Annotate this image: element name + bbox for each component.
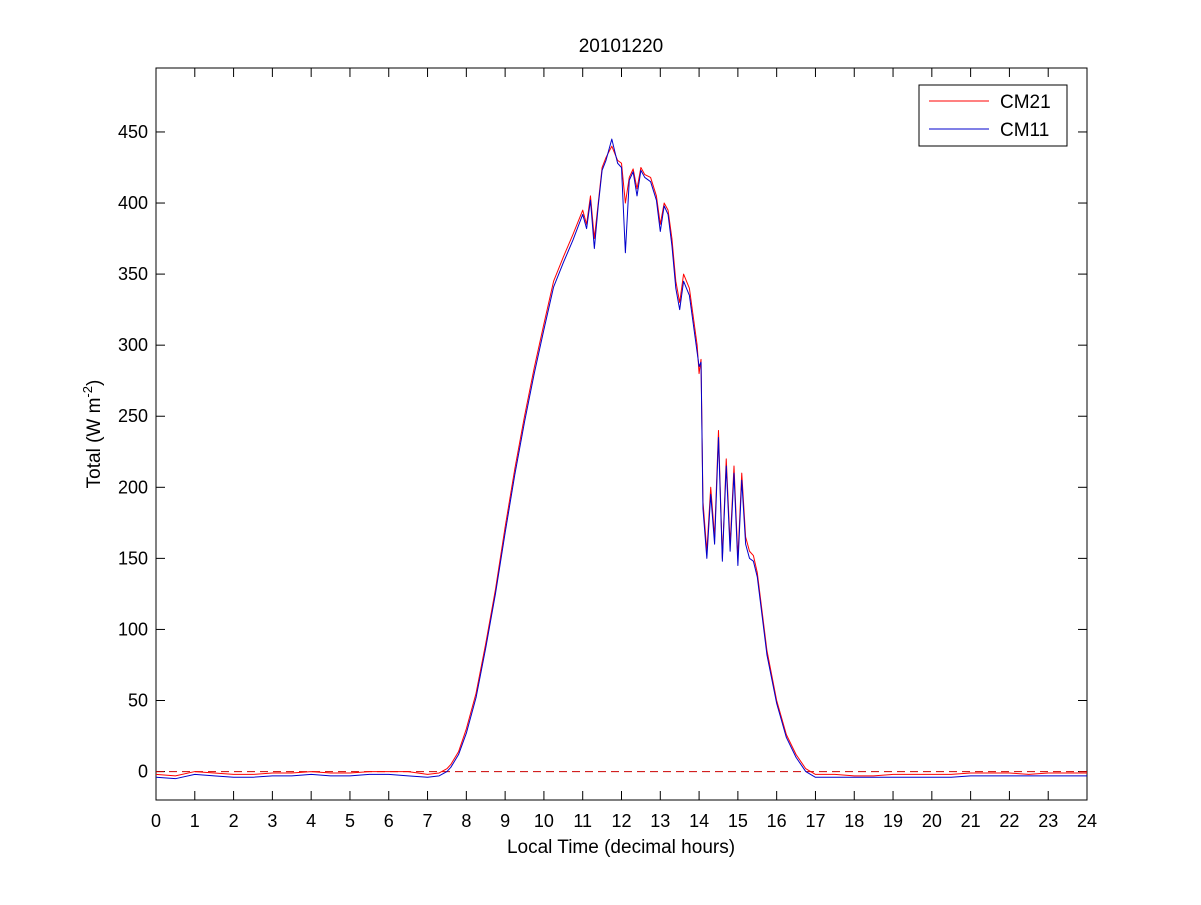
y-tick-labels: 0 50 100 150 200 250 300 350 400 450 bbox=[118, 122, 148, 782]
x-tick-label: 15 bbox=[728, 811, 748, 831]
chart-title: 20101220 bbox=[579, 36, 664, 57]
x-tick-label: 17 bbox=[805, 811, 825, 831]
series-line-cm21 bbox=[155, 145, 1087, 777]
x-tick-label: 12 bbox=[611, 811, 631, 831]
series-lines bbox=[155, 138, 1087, 780]
x-tick-label: 3 bbox=[267, 811, 277, 831]
x-tick-label: 11 bbox=[573, 811, 592, 831]
y-axis-label: Total (W m-2) bbox=[80, 380, 105, 489]
x-tick-label: 1 bbox=[190, 811, 200, 831]
y-axis-label-close: ) bbox=[84, 380, 105, 386]
x-tick-label: 8 bbox=[461, 811, 471, 831]
y-tick-label: 100 bbox=[118, 619, 148, 639]
y-tick-label: 400 bbox=[118, 193, 148, 213]
x-tick-label: 7 bbox=[423, 811, 433, 831]
x-tick-label: 13 bbox=[650, 811, 670, 831]
legend: CM21 CM11 bbox=[918, 84, 1068, 147]
x-tick-label: 20 bbox=[922, 811, 942, 831]
x-tick-label: 16 bbox=[767, 811, 787, 831]
legend-label-cm11: CM11 bbox=[1000, 120, 1049, 141]
x-tick-label: 0 bbox=[151, 811, 161, 831]
x-tick-label: 4 bbox=[306, 811, 316, 831]
legend-box bbox=[918, 84, 1068, 147]
y-tick-label: 50 bbox=[128, 691, 148, 711]
x-tick-label: 5 bbox=[345, 811, 355, 831]
x-tick-label: 10 bbox=[534, 811, 554, 831]
x-tick-label: 24 bbox=[1077, 811, 1097, 831]
y-tick-label: 150 bbox=[118, 548, 148, 568]
x-tick-label: 6 bbox=[384, 811, 394, 831]
y-tick-label: 0 bbox=[138, 762, 148, 782]
x-tick-label: 14 bbox=[689, 811, 709, 831]
series-line-cm11 bbox=[155, 138, 1087, 780]
x-tick-label: 21 bbox=[961, 811, 981, 831]
y-axis-label-main: Total (W m bbox=[84, 398, 105, 489]
legend-label-cm21: CM21 bbox=[1000, 92, 1051, 113]
y-tick-label: 200 bbox=[118, 477, 148, 497]
y-tick-label: 300 bbox=[118, 335, 148, 355]
x-tick-label: 2 bbox=[229, 811, 239, 831]
x-tick-label: 23 bbox=[1038, 811, 1058, 831]
y-axis-label-superscript: -2 bbox=[80, 386, 95, 398]
y-tick-label: 250 bbox=[118, 406, 148, 426]
x-tick-label: 22 bbox=[999, 811, 1019, 831]
y-tick-label: 450 bbox=[118, 122, 148, 142]
x-tick-label: 19 bbox=[883, 811, 903, 831]
plot-area-frame bbox=[155, 67, 1088, 801]
x-tick-label: 9 bbox=[500, 811, 510, 831]
x-tick-labels: 0 1 2 3 4 5 6 7 8 9 10 11 12 13 14 15 16 17 18 19 20 21 22 23 24 bbox=[151, 811, 1097, 831]
axis-ticks bbox=[155, 68, 1088, 800]
x-tick-label: 18 bbox=[844, 811, 864, 831]
y-tick-label: 350 bbox=[118, 264, 148, 284]
x-axis-label: Local Time (decimal hours) bbox=[507, 837, 735, 858]
